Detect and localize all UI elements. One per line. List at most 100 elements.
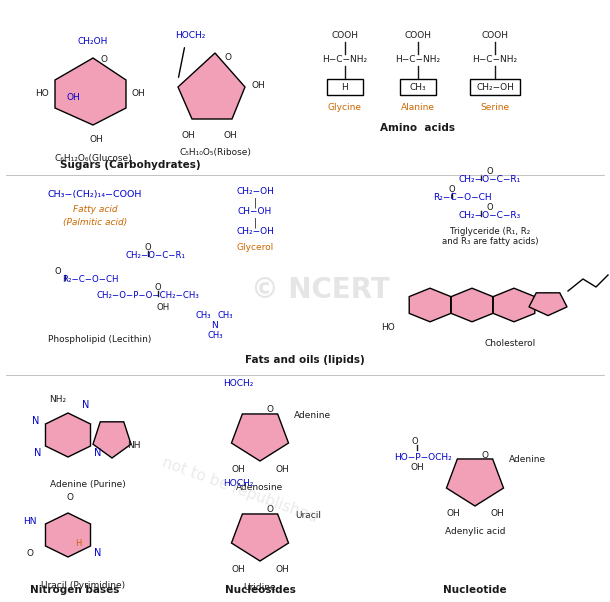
Polygon shape <box>46 513 90 557</box>
Text: HN: HN <box>23 517 37 526</box>
Text: Amino  acids: Amino acids <box>381 123 456 133</box>
Text: not to be republished: not to be republished <box>160 455 320 525</box>
Text: N: N <box>95 548 102 558</box>
Text: R₂−C−O−CH: R₂−C−O−CH <box>62 276 118 285</box>
Text: H: H <box>342 82 348 92</box>
Polygon shape <box>447 459 503 506</box>
Text: Nucleotide: Nucleotide <box>443 585 507 595</box>
Text: Cholesterol: Cholesterol <box>484 338 536 347</box>
Text: O: O <box>267 506 273 515</box>
Text: HOCH₂: HOCH₂ <box>223 379 253 388</box>
Text: OH: OH <box>410 464 424 473</box>
Text: Alanine: Alanine <box>401 104 435 113</box>
Text: CH₂−O−C−R₁: CH₂−O−C−R₁ <box>459 176 521 184</box>
Text: N: N <box>212 320 218 329</box>
Text: C₅H₁₀O₅(Ribose): C₅H₁₀O₅(Ribose) <box>179 149 251 158</box>
Text: Adenylic acid: Adenylic acid <box>445 527 505 536</box>
Text: CH₂−OH: CH₂−OH <box>236 228 274 237</box>
Text: CH₂−OH: CH₂−OH <box>476 82 514 92</box>
Polygon shape <box>93 422 131 458</box>
Text: OH: OH <box>156 303 170 312</box>
Text: Adenine: Adenine <box>509 456 545 465</box>
Text: NH: NH <box>127 441 141 450</box>
Polygon shape <box>178 53 245 119</box>
Text: O: O <box>26 548 34 557</box>
Text: Triglyceride (R₁, R₂: Triglyceride (R₁, R₂ <box>450 228 530 237</box>
Text: COOH: COOH <box>331 31 359 40</box>
Text: Sugars (Carbohydrates): Sugars (Carbohydrates) <box>60 160 200 170</box>
Text: OH: OH <box>446 509 460 518</box>
Text: CH₃: CH₃ <box>207 332 223 341</box>
Text: OH: OH <box>231 565 245 574</box>
Text: CH₂−O−C−R₁: CH₂−O−C−R₁ <box>125 250 185 259</box>
Polygon shape <box>231 514 289 561</box>
Text: H−C−NH₂: H−C−NH₂ <box>395 55 440 64</box>
Text: Glycine: Glycine <box>328 104 362 113</box>
Text: OH: OH <box>131 90 145 99</box>
Text: OH: OH <box>275 565 289 574</box>
Text: HOCH₂: HOCH₂ <box>223 479 253 488</box>
Text: O: O <box>101 55 107 64</box>
Text: |: | <box>253 197 257 208</box>
Text: HOCH₂: HOCH₂ <box>175 31 205 40</box>
Text: © NCERT: © NCERT <box>251 276 389 304</box>
Text: CH₂−O−C−R₃: CH₂−O−C−R₃ <box>459 211 521 220</box>
Text: Serine: Serine <box>481 104 509 113</box>
Text: O: O <box>145 243 151 252</box>
Text: Fats and oils (lipids): Fats and oils (lipids) <box>245 355 365 365</box>
Text: Adenine (Purine): Adenine (Purine) <box>50 480 126 489</box>
Text: Glycerol: Glycerol <box>237 243 274 252</box>
Text: OH: OH <box>231 465 245 474</box>
Text: OH: OH <box>251 81 265 90</box>
Text: and R₃ are fatty acids): and R₃ are fatty acids) <box>442 238 538 246</box>
Text: |: | <box>253 218 257 228</box>
Text: O: O <box>487 167 493 176</box>
Text: N: N <box>82 400 90 410</box>
Polygon shape <box>55 58 126 125</box>
Polygon shape <box>451 288 493 322</box>
Polygon shape <box>46 413 90 457</box>
Text: CH₃: CH₃ <box>217 311 233 320</box>
Polygon shape <box>493 288 535 322</box>
Text: CH₃: CH₃ <box>410 82 426 92</box>
Text: HO: HO <box>381 323 395 332</box>
Text: HO: HO <box>35 90 49 99</box>
Text: OH: OH <box>223 131 237 140</box>
Text: Uridine: Uridine <box>243 583 276 592</box>
Text: O: O <box>481 450 489 459</box>
Text: CH₂OH: CH₂OH <box>78 37 108 46</box>
FancyBboxPatch shape <box>327 79 363 95</box>
Text: Uracil (Pyrimidine): Uracil (Pyrimidine) <box>41 580 125 589</box>
Text: O: O <box>487 203 493 213</box>
Text: COOH: COOH <box>404 31 431 40</box>
Text: O: O <box>66 492 73 501</box>
Text: Nucleosides: Nucleosides <box>224 585 295 595</box>
Text: Adenine: Adenine <box>293 411 331 420</box>
Text: Nitrogen bases: Nitrogen bases <box>30 585 120 595</box>
Text: N: N <box>95 448 102 458</box>
Text: N: N <box>34 448 41 458</box>
Text: O: O <box>412 438 418 447</box>
Text: Uracil: Uracil <box>295 510 321 520</box>
Text: C₆H₁₂O₆(Glucose): C₆H₁₂O₆(Glucose) <box>54 154 132 163</box>
Text: O: O <box>449 185 455 194</box>
FancyBboxPatch shape <box>470 79 520 95</box>
Text: CH₃: CH₃ <box>195 311 210 320</box>
Text: Fatty acid: Fatty acid <box>73 205 117 214</box>
Text: OH: OH <box>181 131 195 140</box>
Text: OH: OH <box>490 509 504 518</box>
Text: CH−OH: CH−OH <box>238 208 272 217</box>
Text: O: O <box>224 52 232 61</box>
Text: O: O <box>267 406 273 415</box>
Text: Phospholipid (Lecithin): Phospholipid (Lecithin) <box>48 335 152 344</box>
FancyBboxPatch shape <box>400 79 436 95</box>
Text: HO−P−OCH₂: HO−P−OCH₂ <box>394 453 452 462</box>
Polygon shape <box>231 414 289 461</box>
Polygon shape <box>529 293 567 315</box>
Text: N: N <box>32 416 40 426</box>
Text: OH: OH <box>66 93 80 102</box>
Text: Adenosine: Adenosine <box>237 482 284 491</box>
Text: R₂−C−O−CH: R₂−C−O−CH <box>432 193 491 202</box>
Text: OH: OH <box>275 465 289 474</box>
Text: CH₂−O−P−O−CH₂−CH₃: CH₂−O−P−O−CH₂−CH₃ <box>96 291 199 300</box>
